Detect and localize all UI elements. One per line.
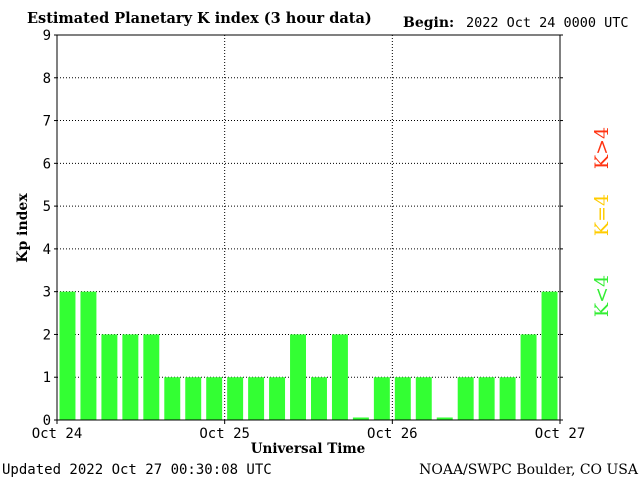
legend-entry: K<4 <box>591 275 613 317</box>
y-tick-label: 3 <box>43 285 51 301</box>
y-tick-label: 2 <box>43 327 51 343</box>
y-tick-label: 8 <box>43 71 51 87</box>
x-axis-ticks: Oct 24 Oct 25 Oct 26 Oct 27 <box>32 420 586 442</box>
updated-timestamp: Updated 2022 Oct 27 00:30:08 UTC <box>2 462 272 478</box>
kp-bar <box>499 377 516 420</box>
y-tick-label: 6 <box>43 156 51 172</box>
bar-series <box>59 291 558 420</box>
legend-entry: K>4 <box>591 127 613 169</box>
x-tick-label: Oct 25 <box>199 426 250 442</box>
x-tick-label: Oct 26 <box>367 426 418 442</box>
kp-bar <box>478 377 495 420</box>
legend-entry: K=4 <box>591 194 613 236</box>
kp-bar <box>164 377 181 420</box>
y-tick-label: 5 <box>43 199 51 215</box>
grid-lines <box>57 35 560 420</box>
y-axis-label: Kp index <box>15 193 31 263</box>
begin-label: Begin: <box>403 15 454 31</box>
kp-bar <box>415 377 432 420</box>
y-tick-label: 7 <box>43 114 51 130</box>
x-tick-label: Oct 27 <box>535 426 586 442</box>
kp-bar <box>80 291 97 420</box>
kp-bar <box>331 334 348 420</box>
legend: K<4 K=4 K>4 <box>591 127 613 317</box>
kp-bar <box>122 334 139 420</box>
x-axis-label: Universal Time <box>251 441 366 457</box>
kp-bar <box>227 377 244 420</box>
kp-bar <box>394 377 411 420</box>
kp-bar <box>541 291 558 420</box>
kp-bar <box>269 377 286 420</box>
kp-bar <box>185 377 202 420</box>
begin-value: 2022 Oct 24 0000 UTC <box>466 15 629 31</box>
y-tick-label: 4 <box>43 242 51 258</box>
kp-bar <box>248 377 265 420</box>
y-tick-label: 1 <box>43 370 51 386</box>
source-credit: NOAA/SWPC Boulder, CO USA <box>419 462 639 478</box>
kp-bar <box>311 377 327 420</box>
y-axis-ticks: 0 1 2 3 4 5 6 7 8 9 <box>43 28 563 429</box>
kp-bar <box>373 377 390 420</box>
plot-frame <box>56 34 561 421</box>
kp-bar <box>101 334 118 420</box>
kp-bar <box>206 377 223 420</box>
kp-bar <box>290 334 306 420</box>
kp-bar <box>520 334 537 420</box>
kp-bar <box>436 417 453 420</box>
kp-bar <box>457 377 474 420</box>
chart-title: Estimated Planetary K index (3 hour data… <box>27 10 372 27</box>
kp-bar <box>59 291 76 420</box>
kp-bar <box>143 334 160 420</box>
y-tick-label: 0 <box>43 413 51 429</box>
y-tick-label: 9 <box>43 28 51 44</box>
kp-bar <box>352 417 369 420</box>
x-tick-label: Oct 24 <box>32 426 83 442</box>
